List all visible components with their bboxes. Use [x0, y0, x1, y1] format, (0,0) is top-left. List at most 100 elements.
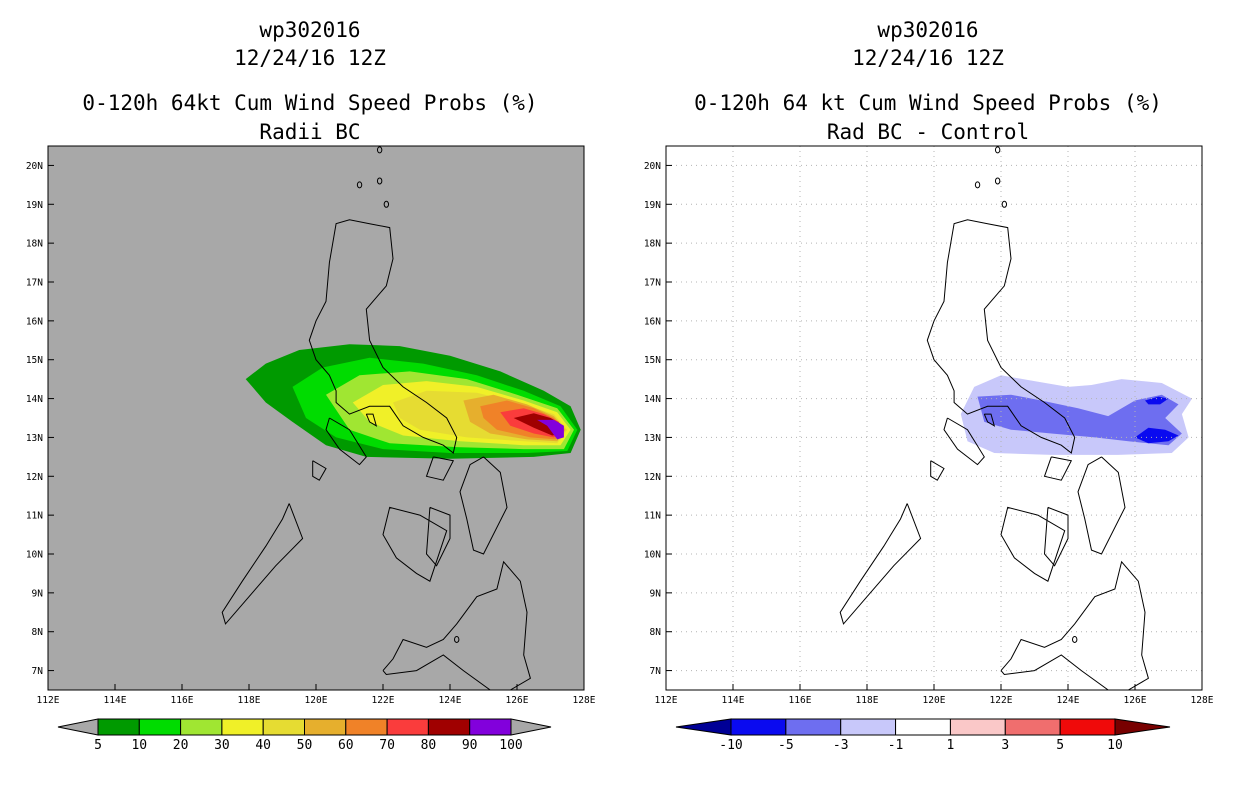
- left-ytick-label: 16N: [26, 316, 43, 327]
- right-colorbar-label: -1: [888, 738, 904, 753]
- left-xtick-label: 116E: [171, 695, 194, 706]
- left-contour-8: [513, 413, 563, 436]
- left-islet-4: [454, 635, 460, 643]
- left-coastline-9: [312, 460, 327, 481]
- right-ytick-label: 20N: [644, 161, 661, 172]
- left-colorbar-swatch: [97, 718, 140, 736]
- right-colorbar-label: -10: [719, 738, 742, 753]
- right-coastline-4: [1000, 506, 1066, 582]
- right-gridlines: [666, 146, 1202, 690]
- left-xtick-label: 120E: [305, 695, 328, 706]
- left-colorbar-label: 40: [255, 738, 271, 753]
- left-islet-3: [383, 200, 390, 208]
- right-xtick-label: 112E: [655, 695, 678, 706]
- right-xtick-label: 126E: [1124, 695, 1147, 706]
- left-colorbar-swatch: [262, 718, 306, 736]
- left-colorbar-low-arrow: [57, 718, 99, 736]
- right-ytick-label: 9N: [650, 588, 662, 599]
- left-ytick-label: 18N: [26, 239, 43, 250]
- right-colorbar-swatch: [785, 718, 842, 736]
- right-islet-3: [1001, 200, 1008, 208]
- right-coastline-5: [1043, 506, 1069, 567]
- right-islet-2: [974, 181, 981, 189]
- left-xtick-label: 128E: [573, 695, 596, 706]
- right-ytick-label: 16N: [644, 316, 661, 327]
- left-ytick-label: 20N: [26, 161, 43, 172]
- right-ytick-label: 12N: [644, 472, 661, 483]
- right-xtick-label: 124E: [1057, 695, 1080, 706]
- right-colorbar-label: 1: [947, 738, 955, 753]
- right-ytick-label: 19N: [644, 200, 661, 211]
- left-ytick-label: 15N: [26, 355, 43, 366]
- left-colorbar-label: 90: [462, 738, 478, 753]
- left-colorbar-label: 100: [499, 738, 522, 753]
- right-difference-fills: [960, 375, 1192, 455]
- left-xtick-label: 118E: [238, 695, 261, 706]
- right-coastline-3: [1043, 456, 1073, 481]
- left-coastline-2: [459, 456, 508, 555]
- right-colorbar-swatch: [949, 718, 1006, 736]
- left-coastline-5: [425, 506, 451, 567]
- left-ytick-label: 9N: [32, 588, 44, 599]
- left-coastline-6: [221, 503, 304, 625]
- left-coastline-8: [365, 413, 378, 427]
- right-islet-0: [994, 146, 1001, 154]
- right-colorbar-label: 10: [1107, 738, 1123, 753]
- right-contour-1: [977, 394, 1182, 446]
- right-coastline-8: [983, 413, 996, 427]
- right-colorbar-label: 3: [1001, 738, 1009, 753]
- left-coastline-7: [382, 560, 531, 691]
- right-coastline-0: [926, 219, 1076, 454]
- left-ytick-label: 8N: [32, 627, 44, 638]
- left-islet-0: [376, 146, 383, 154]
- right-coastline-7: [1000, 560, 1149, 691]
- left-axis-ticks: 112E 114E 116E 118E 120E 122E 124E 126E 128E 7N 8N…: [26, 161, 596, 706]
- left-colorbar-label: 50: [297, 738, 313, 753]
- right-colorbar-low-arrow: [675, 718, 732, 736]
- right-storm-id: wp302016: [877, 18, 978, 42]
- left-xtick-label: 122E: [372, 695, 395, 706]
- right-date: 12/24/16 12Z: [852, 46, 1004, 70]
- right-colorbar-label: -5: [778, 738, 794, 753]
- right-subtitle: Rad BC - Control: [827, 120, 1029, 144]
- right-colorbar-high-arrow: [1114, 718, 1171, 736]
- left-map-panel: 112E 114E 116E 118E 120E 122E 124E 126E 128E 7N 8N…: [26, 145, 596, 729]
- right-axis-ticks: 112E 114E 116E 118E 120E 122E 124E 126E 128E 7N 8N…: [644, 161, 1214, 706]
- left-colorbar-label: 10: [131, 738, 147, 753]
- left-xtick-label: 124E: [439, 695, 462, 706]
- left-colorbar-swatch: [304, 718, 347, 736]
- left-subtitle: Radii BC: [259, 120, 360, 144]
- right-ytick-label: 14N: [644, 394, 661, 405]
- right-colorbar-swatch: [840, 718, 897, 736]
- left-colorbar-label: 70: [379, 738, 395, 753]
- right-islet-4: [1072, 635, 1078, 643]
- right-ytick-label: 13N: [644, 433, 661, 444]
- left-islet-1: [376, 177, 383, 185]
- left-coastline-4: [382, 506, 448, 582]
- right-ytick-label: 7N: [650, 666, 662, 677]
- left-colorbar-label: 20: [173, 738, 189, 753]
- left-colorbar-label: 80: [421, 738, 437, 753]
- right-xtick-label: 118E: [856, 695, 879, 706]
- left-ytick-label: 12N: [26, 472, 43, 483]
- left-ytick-label: 19N: [26, 200, 43, 211]
- right-colorbar-swatch: [1004, 718, 1061, 736]
- right-contour-2: [1135, 427, 1179, 444]
- left-ytick-label: 11N: [26, 511, 43, 522]
- left-colorbar-swatch: [180, 718, 223, 736]
- left-colorbar: 5 10 20 30 40 50 60 70 80 90 100: [57, 718, 552, 753]
- left-storm-id: wp302016: [259, 18, 360, 42]
- left-date: 12/24/16 12Z: [234, 46, 386, 70]
- right-coastline-2: [1077, 456, 1126, 555]
- left-ytick-label: 13N: [26, 433, 43, 444]
- right-xtick-label: 116E: [789, 695, 812, 706]
- left-colorbar-high-arrow: [510, 718, 552, 736]
- left-colorbar-swatch: [138, 718, 182, 736]
- left-colorbar-label: 30: [214, 738, 230, 753]
- right-contour-3: [1145, 396, 1169, 405]
- left-colorbar-swatch: [345, 718, 388, 736]
- right-colorbar-label: 5: [1056, 738, 1064, 753]
- left-colorbar-swatch: [469, 718, 512, 736]
- right-ytick-label: 17N: [644, 278, 661, 289]
